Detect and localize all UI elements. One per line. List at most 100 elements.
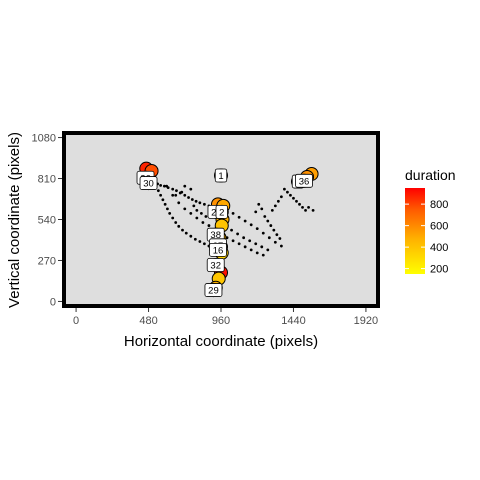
gaze-point	[171, 216, 175, 220]
gaze-point	[165, 184, 169, 188]
y-tick-label: 1080	[32, 133, 56, 145]
gaze-point	[261, 231, 265, 235]
gaze-point	[243, 219, 247, 223]
gaze-point	[181, 228, 184, 232]
gaze-point	[230, 228, 233, 232]
fixation-label: 32	[210, 261, 221, 272]
gaze-point	[263, 215, 267, 218]
gaze-point	[231, 212, 235, 215]
gaze-point	[198, 201, 202, 205]
gaze-point	[237, 215, 241, 219]
gaze-point	[248, 239, 252, 243]
gaze-point	[231, 239, 235, 243]
gaze-point	[202, 242, 206, 246]
axis-ticks: 0 480 960 1440 1920 0 270 540 810 1080	[32, 133, 379, 327]
gaze-point	[159, 183, 163, 187]
gaze-point	[189, 234, 193, 238]
gaze-point	[161, 198, 165, 202]
gaze-point	[261, 253, 265, 257]
gaze-points	[153, 180, 315, 257]
fixation-label: 16	[213, 245, 224, 256]
gaze-point	[304, 208, 307, 212]
gaze-point	[242, 236, 246, 240]
gaze-point	[260, 207, 264, 211]
gaze-point	[183, 207, 187, 211]
gaze-point	[171, 193, 175, 197]
gaze-point	[254, 210, 258, 214]
fixation-label: 1	[218, 171, 223, 182]
legend-tick-label: 600	[430, 221, 448, 233]
fixation-label-box	[214, 168, 228, 183]
gaze-point	[289, 193, 292, 197]
gaze-point	[201, 221, 205, 224]
gaze-point	[180, 190, 184, 194]
gaze-point	[249, 223, 253, 227]
y-tick-label: 810	[38, 174, 56, 186]
gaze-point	[255, 227, 259, 231]
gaze-point	[163, 202, 167, 206]
legend-colorbar	[405, 188, 425, 274]
gaze-point	[272, 228, 276, 232]
gaze-point	[273, 204, 277, 208]
gaze-point	[184, 231, 188, 235]
gaze-point	[171, 187, 175, 191]
gaze-point	[236, 232, 240, 236]
y-tick-label: 540	[38, 215, 56, 227]
fixation-labels: 126302323837163229336	[136, 168, 313, 297]
gaze-point	[311, 208, 315, 212]
gaze-point	[177, 201, 181, 205]
fixation-label-box	[295, 173, 313, 188]
gaze-point	[267, 236, 271, 240]
gaze-point	[276, 199, 280, 203]
gaze-point	[275, 233, 279, 237]
gaze-point	[175, 189, 178, 193]
gaze-point	[189, 212, 193, 215]
gaze-point	[260, 245, 264, 249]
gaze-point	[202, 202, 206, 206]
gaze-point	[156, 189, 160, 193]
x-tick-label: 480	[139, 315, 157, 327]
gaze-point	[307, 205, 310, 209]
fixation-label: 36	[299, 176, 310, 187]
x-axis-title: Horizontal coordinate (pixels)	[124, 333, 318, 350]
gaze-point	[192, 204, 196, 208]
gaze-point	[193, 237, 197, 241]
y-axis-title: Vertical coordinate (pixels)	[6, 132, 23, 308]
fixation-label: 38	[210, 230, 221, 241]
gaze-point	[266, 219, 270, 223]
gaze-point	[266, 248, 270, 252]
gaze-point	[190, 198, 194, 201]
gaze-point	[195, 216, 199, 220]
x-tick-label: 0	[73, 315, 79, 327]
gaze-point	[273, 240, 277, 244]
gaze-point	[189, 187, 193, 191]
gaze-point	[301, 205, 304, 209]
gaze-point	[295, 199, 298, 203]
gaze-point	[159, 193, 163, 197]
gaze-point	[168, 212, 172, 215]
legend-ticks: 200 400 600 800	[405, 199, 448, 276]
legend-title: duration	[405, 167, 456, 183]
legend-tick-label: 400	[430, 242, 448, 254]
fixation-label: 30	[143, 179, 154, 190]
gaze-point	[243, 245, 247, 249]
gaze-point	[162, 184, 166, 188]
gaze-point	[269, 224, 273, 227]
gaze-point	[198, 240, 202, 243]
gaze-point	[199, 212, 203, 215]
gaze-point	[177, 224, 181, 228]
gaze-point	[255, 251, 259, 255]
gaze-point	[183, 184, 187, 188]
fixation-label-box	[139, 176, 158, 190]
gaze-point	[174, 193, 178, 197]
gaze-point	[292, 196, 295, 200]
legend-tick-label: 800	[430, 199, 448, 211]
gaze-point	[187, 196, 190, 199]
gaze-point	[194, 199, 198, 203]
gaze-point	[279, 195, 283, 199]
fixation-label: 2	[219, 207, 224, 218]
gaze-point	[183, 193, 187, 197]
y-tick-label: 0	[50, 296, 56, 308]
x-tick-label: 1920	[354, 315, 378, 327]
